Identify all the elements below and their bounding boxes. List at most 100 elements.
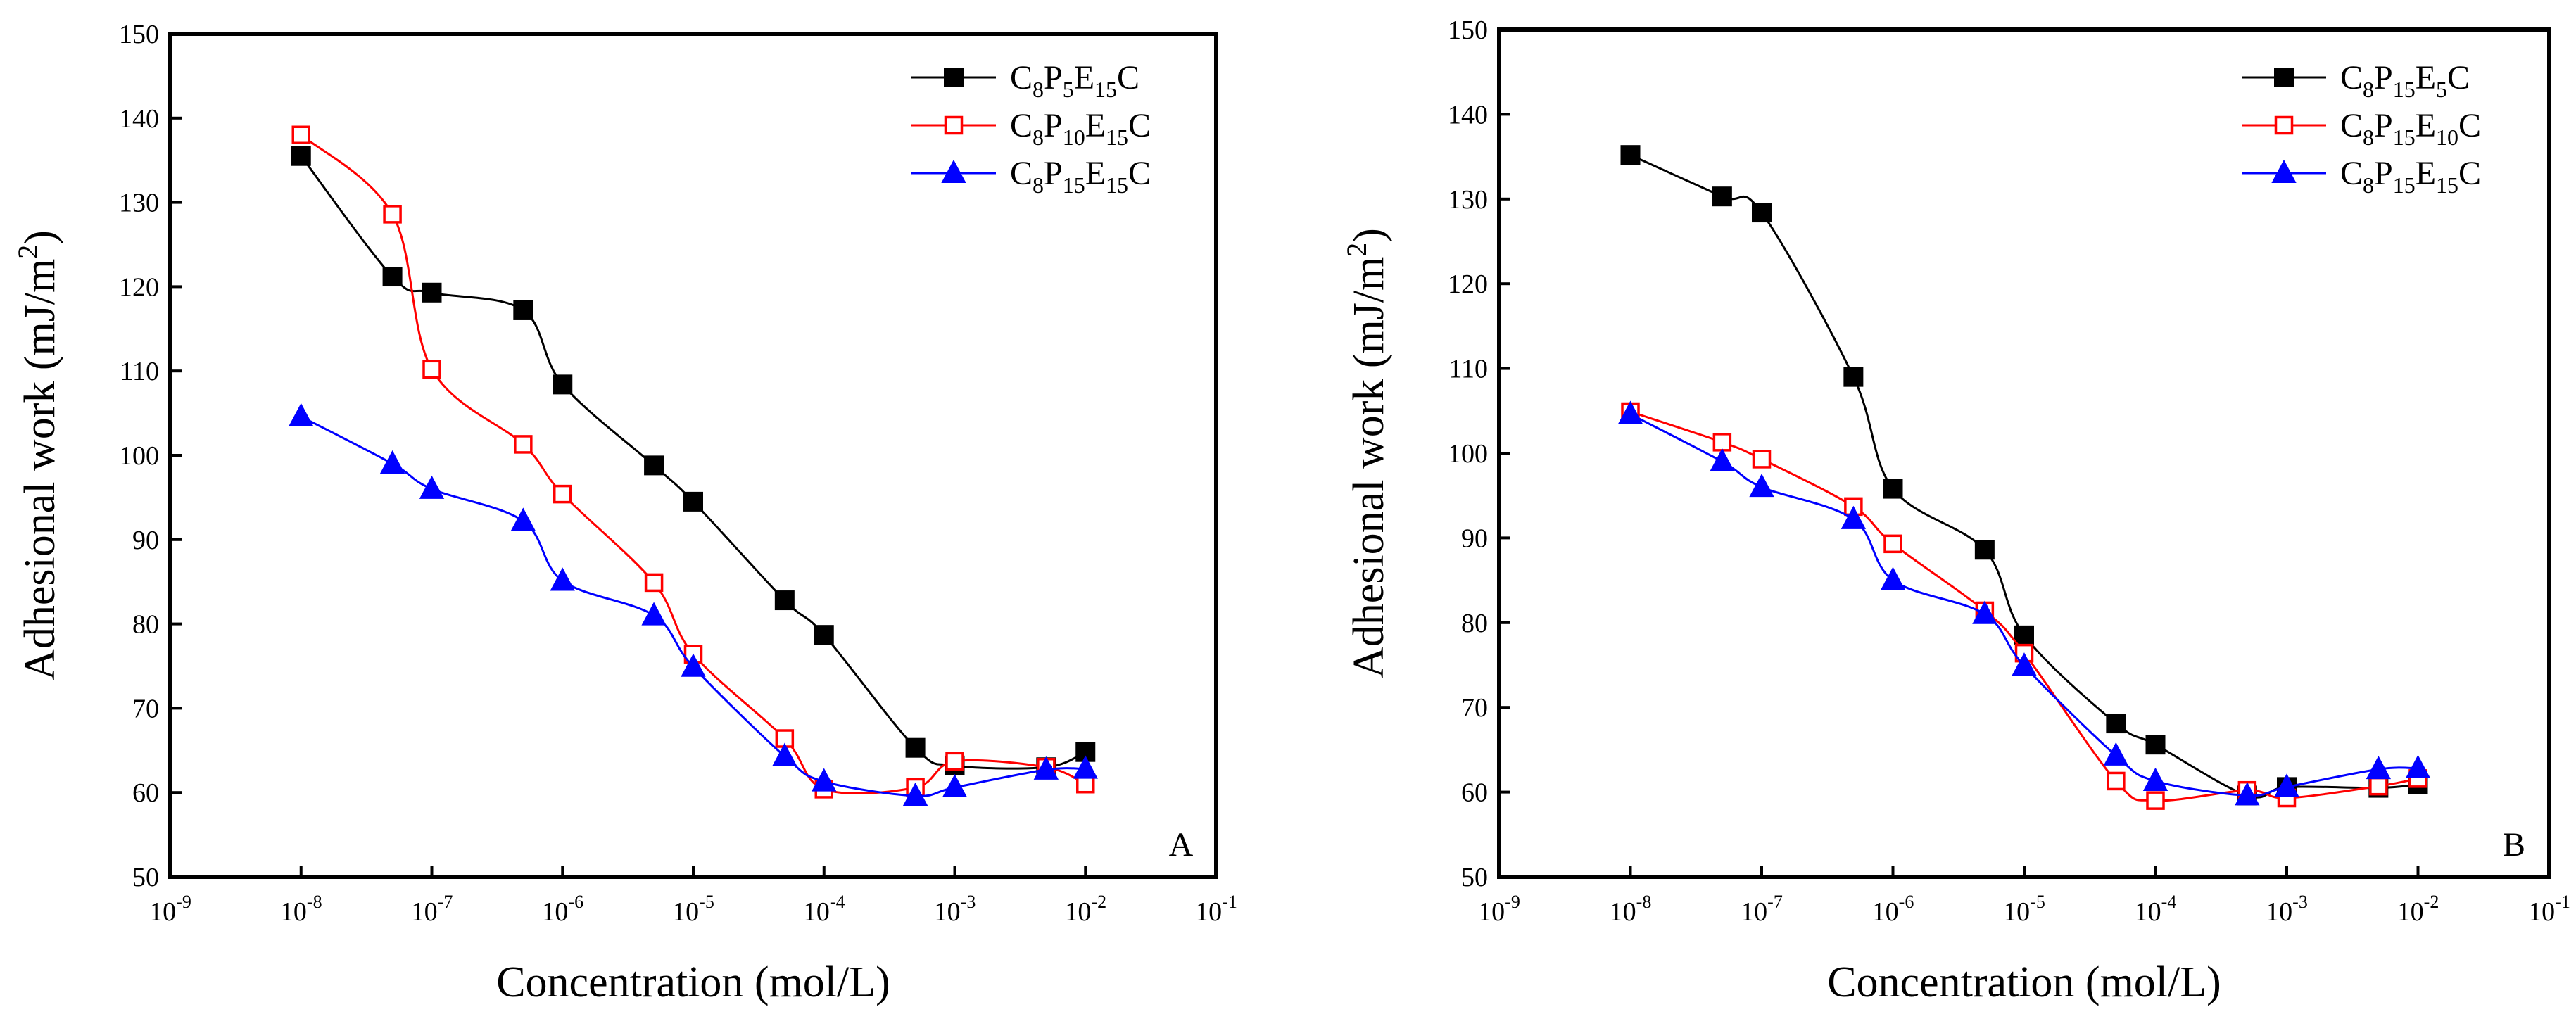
- series-c8p10e15c: [291, 125, 1095, 799]
- data-point: [812, 768, 837, 792]
- legend-label: C8P15E15C: [2340, 155, 2481, 198]
- x-tick-label: 10-4: [803, 892, 845, 927]
- data-point: [905, 737, 926, 758]
- legend: C8P5E15C C8P10E15C C8P15E15C: [911, 59, 1151, 198]
- data-point: [2405, 754, 2431, 778]
- data-point: [2366, 755, 2392, 780]
- data-point: [2369, 776, 2388, 796]
- y-tick-label: 140: [119, 104, 159, 134]
- data-point: [945, 752, 964, 771]
- legend-entry: C8P15E10C: [2242, 107, 2481, 150]
- x-tick-label: 10-3: [2266, 892, 2308, 927]
- x-tick-label: 10-1: [2528, 892, 2570, 927]
- data-point: [383, 205, 402, 224]
- legend-entry: C8P10E15C: [911, 107, 1151, 150]
- y-tick-label: 100: [119, 441, 159, 471]
- y-tick-label: 90: [132, 526, 159, 555]
- data-point: [1841, 505, 1867, 529]
- y-tick-label: 120: [1448, 270, 1488, 299]
- series-line: [1629, 413, 2418, 797]
- x-tick-label: 10-4: [2135, 892, 2177, 927]
- data-point: [1749, 474, 1774, 498]
- x-tick-label: 10-8: [1610, 892, 1652, 927]
- legend-entry: C8P5E15C: [911, 59, 1139, 102]
- chart-panel-a: 50 60 70 80 90 100 110 120 130 140 150 10-9 10-8 10-7…: [12, 20, 1237, 1006]
- series-c8p15e15c: [289, 403, 1098, 806]
- x-tick-label: 10-8: [280, 892, 322, 927]
- data-point: [2106, 714, 2126, 734]
- y-axis-title: Adhesional work (mJ/m2): [12, 230, 64, 680]
- legend-label: C8P15E5C: [2340, 59, 2470, 102]
- data-point: [1883, 534, 1902, 554]
- data-point: [2014, 625, 2034, 645]
- y-tick-label: 60: [132, 778, 159, 808]
- y-axis-title: Adhesional work (mJ/m2): [1341, 228, 1393, 678]
- data-point: [510, 507, 536, 531]
- data-point: [2012, 652, 2037, 676]
- data-point: [681, 653, 706, 677]
- x-tick-label: 10-2: [2397, 892, 2439, 927]
- y-tick-label: 120: [119, 272, 159, 302]
- x-tick-label: 10-2: [1064, 892, 1106, 927]
- legend-label: C8P15E10C: [2340, 107, 2481, 150]
- data-point: [2146, 791, 2165, 810]
- series-line: [1629, 153, 2418, 799]
- legend-entry: C8P15E5C: [2242, 59, 2470, 102]
- series-c8p15e10c: [1621, 402, 2427, 810]
- data-point: [2145, 735, 2166, 755]
- legend-label: C8P15E15C: [1010, 155, 1151, 198]
- y-tick-label: 140: [1448, 100, 1488, 129]
- legend-marker: [2271, 159, 2297, 183]
- data-point: [2142, 767, 2168, 791]
- data-point: [1620, 145, 1641, 165]
- y-tick-label: 100: [1448, 439, 1488, 469]
- x-axis-title: Concentration (mol/L): [1827, 958, 2221, 1006]
- x-tick-label: 10-3: [934, 892, 976, 927]
- data-point: [902, 782, 928, 806]
- data-point: [1974, 540, 1995, 560]
- y-tick-label: 60: [1461, 778, 1488, 808]
- data-point: [513, 300, 533, 320]
- data-point: [379, 450, 405, 474]
- data-point: [550, 567, 575, 591]
- chart-panel-b: 50 60 70 80 90 100 110 120 130 140 150 10-9 10-8 10-7…: [1341, 15, 2570, 1006]
- data-point: [1752, 450, 1772, 469]
- data-point: [1712, 186, 1732, 207]
- legend-entry: C8P15E15C: [2242, 155, 2481, 198]
- data-point: [553, 484, 572, 504]
- y-tick-label: 150: [119, 20, 159, 49]
- data-point: [1073, 755, 1098, 779]
- legend-marker: [2274, 115, 2294, 135]
- data-point: [2235, 782, 2260, 806]
- y-tick-label: 110: [120, 357, 159, 386]
- data-point: [553, 374, 573, 395]
- data-point: [422, 282, 442, 303]
- y-tick-label: 80: [1461, 609, 1488, 638]
- data-point: [641, 602, 667, 626]
- y-tick-label: 80: [132, 610, 159, 640]
- series-line: [1630, 410, 2418, 802]
- x-tick-label: 10-9: [149, 892, 191, 927]
- data-point: [2107, 771, 2126, 791]
- data-point: [2103, 742, 2129, 766]
- data-point: [1752, 203, 1772, 223]
- data-point: [942, 773, 968, 798]
- y-tick-label: 130: [1448, 185, 1488, 215]
- legend: C8P15E5C C8P15E10C C8P15E15C: [2242, 59, 2481, 198]
- data-point: [2274, 773, 2299, 797]
- data-point: [1033, 756, 1059, 780]
- series-c8p5e15c: [291, 146, 1096, 778]
- y-tick-label: 130: [119, 189, 159, 218]
- series-c8p15e15c: [1617, 400, 2431, 806]
- x-tick-label: 10-5: [2003, 892, 2045, 927]
- y-tick-label: 110: [1448, 355, 1488, 384]
- legend-marker: [944, 68, 964, 87]
- data-point: [644, 573, 664, 593]
- x-tick-label: 10-5: [672, 892, 714, 927]
- legend-marker: [941, 159, 966, 183]
- data-point: [1617, 400, 1643, 424]
- legend-label: C8P5E15C: [1010, 59, 1139, 102]
- y-tick-label: 50: [1461, 863, 1488, 892]
- data-point: [814, 625, 834, 645]
- panel-label: B: [2503, 826, 2525, 863]
